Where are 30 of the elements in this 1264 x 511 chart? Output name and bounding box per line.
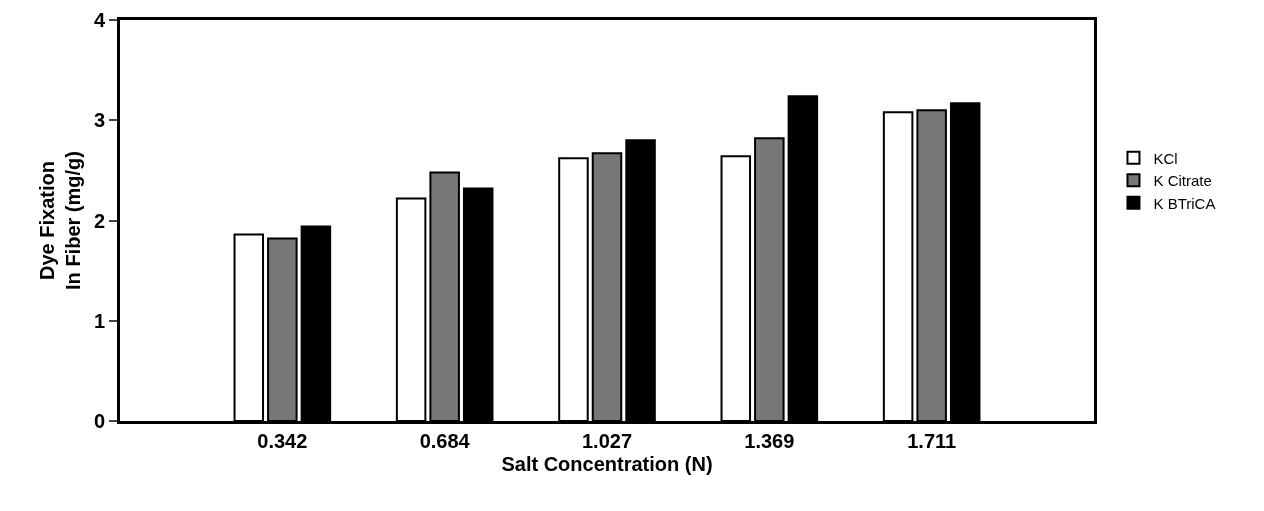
bar — [754, 137, 785, 421]
legend-label: KCl — [1153, 149, 1178, 167]
y-tick-label: 3 — [93, 109, 105, 132]
y-tick-label: 1 — [93, 309, 105, 332]
bar — [395, 197, 427, 421]
bar — [720, 155, 752, 421]
bar — [267, 237, 298, 421]
x-tick-label: 1.369 — [744, 430, 795, 452]
bar — [625, 139, 656, 421]
legend-label: K Citrate — [1153, 172, 1212, 189]
bar — [558, 157, 589, 421]
x-axis-title: Salt Concentration (N) — [501, 452, 713, 475]
y-tick-label: 0 — [93, 410, 105, 432]
bar — [591, 152, 623, 421]
x-tick-label: 0.342 — [257, 430, 308, 452]
y-tick-label: 4 — [93, 9, 106, 31]
x-tick-label: 1.027 — [581, 430, 633, 452]
bar — [882, 111, 914, 421]
y-axis-title: Dye Fixation In Fiber (mg/g) — [36, 151, 85, 290]
bar — [233, 233, 265, 421]
legend-label: K BTriCA — [1153, 194, 1216, 212]
y-tick-label: 2 — [93, 209, 105, 232]
bar — [429, 171, 460, 421]
bar — [300, 225, 332, 421]
bar — [949, 102, 981, 421]
bar — [787, 95, 819, 421]
bar — [916, 109, 947, 421]
x-tick-label: 1.711 — [907, 430, 957, 452]
bar — [462, 187, 494, 421]
x-tick-label: 0.684 — [419, 430, 471, 452]
